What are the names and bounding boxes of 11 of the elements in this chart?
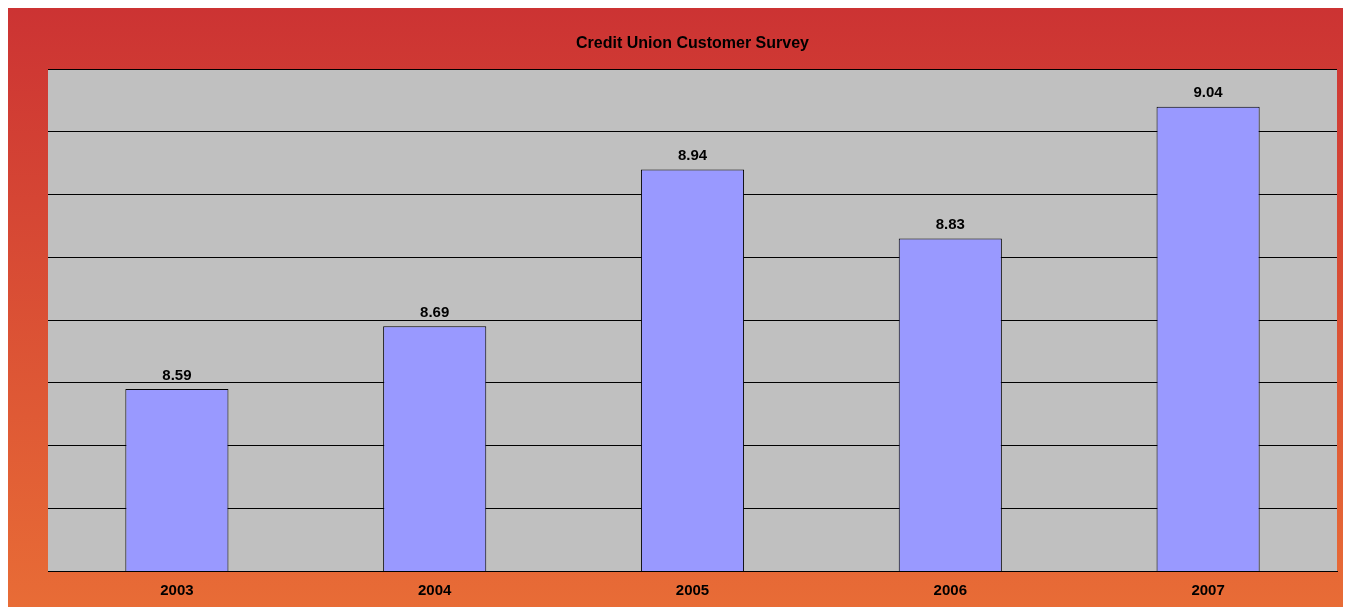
x-tick-label: 2003 [160,581,194,599]
x-tick-label: 2006 [933,581,967,599]
data-label: 8.59 [162,365,192,383]
chart-title: Credit Union Customer Survey [576,34,810,52]
x-tick-label: 2005 [675,581,710,599]
data-label: 8.94 [677,146,708,164]
data-label: 9.04 [1193,83,1224,101]
x-tick-label: 2007 [1191,581,1225,599]
data-label: 8.83 [935,215,965,233]
data-label: 8.69 [420,303,450,321]
x-tick-label: 2004 [418,581,453,599]
